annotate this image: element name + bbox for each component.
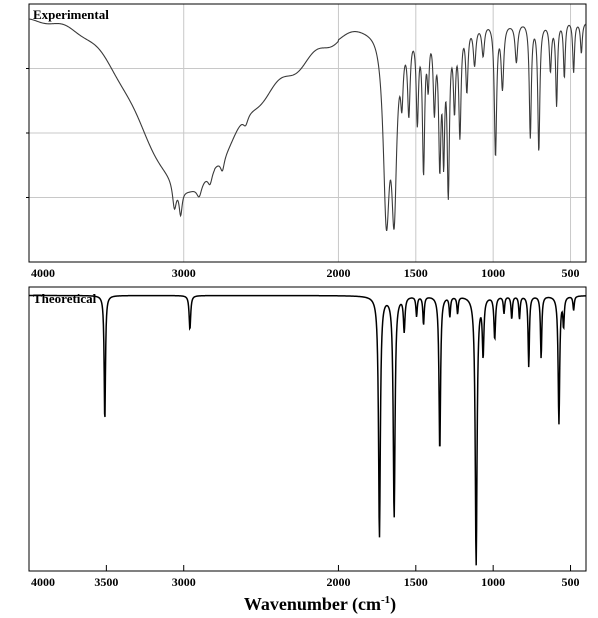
theoretical-x-tick-label: 3000: [172, 575, 196, 589]
experimental-x-tick-label: 4000: [31, 266, 55, 280]
theoretical-x-tick-label: 4000: [31, 575, 55, 589]
theoretical-plot-frame: [28, 286, 587, 572]
theoretical-panel: Theoretical 4000 3500 3000 2000 1500 1000 500: [28, 286, 587, 589]
experimental-panel: Experimental 4000 3000 2000 1500 1000 500: [26, 3, 587, 280]
experimental-x-tick-label: 500: [562, 266, 580, 280]
theoretical-x-tick-label: 2000: [326, 575, 350, 589]
theoretical-x-tick-label: 1500: [404, 575, 428, 589]
experimental-grid: [29, 4, 586, 262]
theoretical-x-tick-label: 500: [562, 575, 580, 589]
experimental-spectrum-line: [28, 18, 587, 231]
experimental-y-ticks: [26, 68, 29, 198]
x-axis-title: Wavenumber (cm-1): [244, 594, 396, 615]
theoretical-x-tick-labels: 4000 3500 3000 2000 1500 1000 500: [31, 575, 580, 589]
experimental-panel-label: Experimental: [33, 7, 109, 22]
experimental-x-tick-label: 1000: [481, 266, 505, 280]
theoretical-spectrum-line: [29, 294, 587, 566]
experimental-x-tick-labels: 4000 3000 2000 1500 1000 500: [31, 266, 580, 280]
experimental-x-tick-label: 1500: [404, 266, 428, 280]
theoretical-panel-label: Theoretical: [33, 291, 97, 306]
experimental-x-tick-label: 3000: [172, 266, 196, 280]
experimental-x-tick-label: 2000: [326, 266, 350, 280]
theoretical-x-tick-label: 1000: [481, 575, 505, 589]
theoretical-x-tick-label: 3500: [94, 575, 118, 589]
theoretical-tick-marks: [105, 565, 572, 571]
